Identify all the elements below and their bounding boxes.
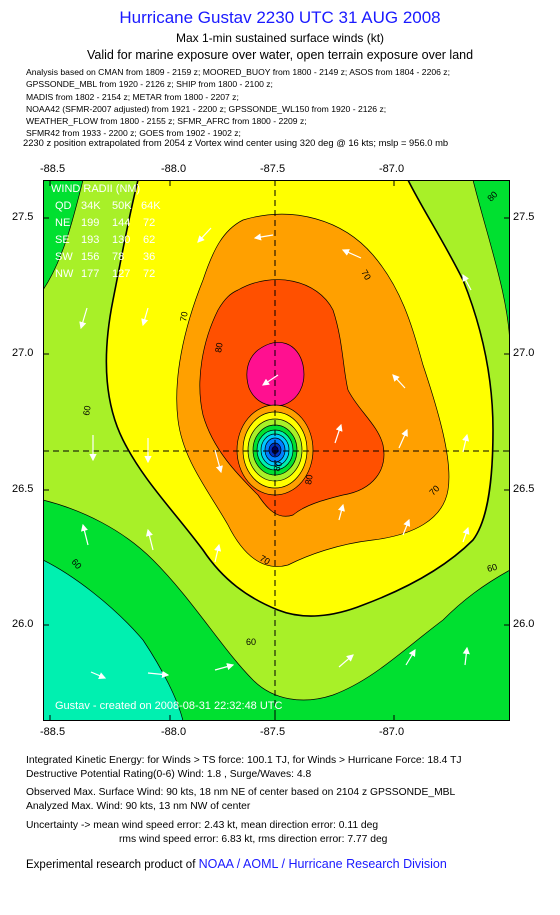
vortex-note: 2230 z position extrapolated from 2054 z… <box>23 137 449 148</box>
wind-vector-arrow <box>392 374 406 389</box>
wind-field-map: 80 70 80 60 70 80 70 70 60 60 60 80 WIND… <box>43 180 510 721</box>
wind-vector-arrow <box>462 526 470 543</box>
wind-radii-table: WIND RADII (NM) QD 34K 50K 64K NE 199 14… <box>51 183 161 280</box>
wind-vector-arrow <box>214 449 223 474</box>
x-tick-top: -88.5 <box>40 163 66 175</box>
wind-vector-arrow <box>141 307 149 327</box>
wind-contour-fill <box>43 180 510 721</box>
wind-radii-title: WIND RADII (NM) <box>51 183 140 195</box>
y-tick-right: 27.0 <box>513 347 535 359</box>
wind-vector-arrow <box>197 227 212 243</box>
source-line: SFMR42 from 1933 - 2200 z; GOES from 190… <box>26 128 241 139</box>
contour-label: 70 <box>359 268 373 282</box>
contour-label: 60 <box>69 557 83 571</box>
contour-label: 60 <box>486 562 498 574</box>
band-below-40kt <box>43 559 184 721</box>
wind-radii-value: 193 <box>81 234 99 246</box>
wind-vector-arrow <box>462 646 470 666</box>
destructive-potential: Destructive Potential Rating(0-6) Wind: … <box>26 769 312 780</box>
source-line: WEATHER_FLOW from 1800 - 2155 z; SFMR_AF… <box>26 116 307 127</box>
wind-vector-arrow <box>145 528 154 551</box>
wind-vectors <box>79 227 472 679</box>
source-line: Analysis based on CMAN from 1809 - 2159 … <box>26 67 450 77</box>
footer-prefix: Experimental research product of <box>26 859 196 871</box>
axis-ticks <box>43 180 510 721</box>
wind-vector-arrow <box>90 671 107 679</box>
wind-radii-header: QD <box>55 200 72 212</box>
x-tick-bottom: -87.0 <box>379 726 405 738</box>
wind-radii-value: 72 <box>143 268 155 280</box>
wind-radii-header: 50K <box>112 200 132 212</box>
chart-subtitle: Max 1-min sustained surface winds (kt) <box>175 31 385 45</box>
hrd-link[interactable]: NOAA / AOML / Hurricane Research Divisio… <box>198 857 447 871</box>
wind-radii-header: 34K <box>81 200 101 212</box>
x-tick-bottom: -88.0 <box>161 726 187 738</box>
y-tick-right: 26.0 <box>513 618 535 630</box>
wind-vector-arrow <box>79 307 88 330</box>
validity-note: Valid for marine exposure over water, op… <box>86 48 474 62</box>
wind-radii-quadrant: NE <box>55 217 70 229</box>
map-frame <box>43 180 510 721</box>
wind-radii-value: 127 <box>112 268 130 280</box>
x-tick-bottom: -87.5 <box>260 726 286 738</box>
wind-radii-quadrant: SE <box>55 234 70 246</box>
wind-radii-value: 62 <box>143 234 155 246</box>
wind-vector-arrow <box>337 503 345 521</box>
wind-vector-arrow <box>341 249 362 259</box>
contour-label: 80 <box>213 342 225 354</box>
wind-radii-header: 64K <box>141 200 161 212</box>
wind-vector-arrow <box>398 428 408 449</box>
chart-title: Hurricane Gustav 2230 UTC 31 AUG 2008 <box>119 8 441 27</box>
wind-vector-arrow <box>338 654 354 668</box>
y-tick-left: 27.5 <box>12 211 34 223</box>
data-sources: Analysis based on CMAN from 1809 - 2159 … <box>26 66 450 140</box>
wind-radii-value: 199 <box>81 217 99 229</box>
wind-radii-value: 36 <box>143 251 155 263</box>
wind-radii-quadrant: SW <box>55 251 73 263</box>
wind-radii-value: 177 <box>81 268 99 280</box>
y-tick-left: 27.0 <box>12 347 34 359</box>
wind-vector-arrow <box>334 423 343 444</box>
source-line: GPSSONDE_MBL from 1920 - 2126 z; SHIP fr… <box>26 79 273 90</box>
x-tick-bottom: -88.5 <box>40 726 66 738</box>
wind-vector-arrow <box>462 433 470 453</box>
analyzed-max-wind: Analyzed Max. Wind: 90 kts, 13 nm NW of … <box>26 801 251 812</box>
wind-vector-arrow <box>262 374 279 386</box>
wind-vector-arrow <box>402 518 411 536</box>
source-line: NOAA42 (SFMR-2007 adjusted) from 1921 - … <box>26 103 387 114</box>
wind-radii-value: 144 <box>112 217 130 229</box>
contour-label: 80 <box>271 460 284 473</box>
wind-vector-arrow <box>253 233 274 241</box>
uncertainty-rms: rms wind speed error: 6.83 kt, rms direc… <box>119 834 388 845</box>
wind-radii-value: 156 <box>81 251 99 263</box>
source-line: MADIS from 1802 - 2154 z; METAR from 180… <box>26 91 239 102</box>
y-tick-left: 26.0 <box>12 618 34 630</box>
x-tick-top: -88.0 <box>161 163 187 175</box>
wind-radii-quadrant: NW <box>55 268 74 280</box>
y-tick-right: 26.5 <box>513 483 535 495</box>
footer: Experimental research product of NOAA / … <box>26 857 447 871</box>
ike-stats: Integrated Kinetic Energy: for Winds > T… <box>26 755 462 766</box>
x-tick-top: -87.5 <box>260 163 286 175</box>
wind-radii-value: 72 <box>143 217 155 229</box>
contour-label: 70 <box>258 553 272 567</box>
wind-vector-arrow <box>405 648 416 666</box>
observed-max-wind: Observed Max. Surface Wind: 90 kts, 18 n… <box>26 787 456 798</box>
x-tick-top: -87.0 <box>379 163 405 175</box>
y-tick-right: 27.5 <box>513 211 535 223</box>
contour-label: 60 <box>246 637 256 647</box>
wind-vector-arrow <box>214 663 235 671</box>
created-watermark: Gustav - created on 2008-08-31 22:32:48 … <box>55 700 283 712</box>
uncertainty-mean: Uncertainty -> mean wind speed error: 2.… <box>26 820 379 831</box>
wind-vector-arrow <box>214 543 222 563</box>
y-tick-left: 26.5 <box>12 483 34 495</box>
wind-vector-arrow <box>147 670 170 678</box>
wind-radii-value: 78 <box>112 251 124 263</box>
wind-vector-arrow <box>80 523 89 546</box>
wind-vector-arrow <box>462 273 472 291</box>
wind-radii-value: 130 <box>112 234 130 246</box>
contour-label: 80 <box>303 474 315 486</box>
contour-label: 60 <box>81 405 93 417</box>
contour-label: 70 <box>178 311 190 323</box>
